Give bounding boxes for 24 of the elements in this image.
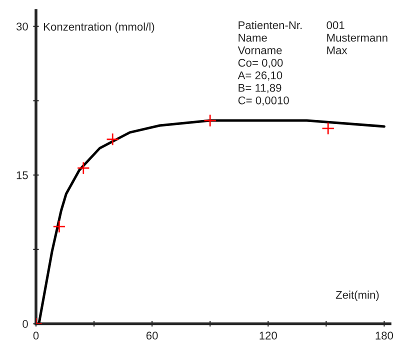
- annotation: Name: [238, 34, 267, 42]
- annotation: Max: [327, 46, 348, 54]
- annotation: C= 0,0010: [238, 96, 289, 106]
- annotation: A= 26,10: [238, 71, 282, 81]
- annotation: B= 11,89: [238, 84, 282, 94]
- annotation: 001: [326, 21, 344, 30]
- x-tick-label: 120: [260, 332, 277, 340]
- point: [204, 114, 217, 128]
- y-axis-title: Konzentration (mmol/l): [44, 22, 154, 33]
- point: [76, 162, 90, 175]
- point: [106, 132, 120, 146]
- annotation: Patienten-Nr.: [238, 20, 302, 30]
- y-tick-label: 30: [16, 22, 28, 30]
- annotation: Mustermann: [327, 34, 388, 42]
- annotation: Vorname: [238, 46, 282, 54]
- point: [322, 122, 335, 135]
- x-tick-label: 60: [146, 332, 158, 340]
- y-tick-label: 15: [16, 171, 28, 180]
- x-tick-label: 180: [376, 332, 394, 340]
- x-axis-title: Zeit(min): [336, 290, 379, 301]
- line-series: [38, 119, 386, 324]
- annotation: Co= 0,00: [238, 58, 283, 68]
- y-tick-label: 0: [22, 320, 28, 328]
- x-tick-label: 0: [33, 332, 39, 340]
